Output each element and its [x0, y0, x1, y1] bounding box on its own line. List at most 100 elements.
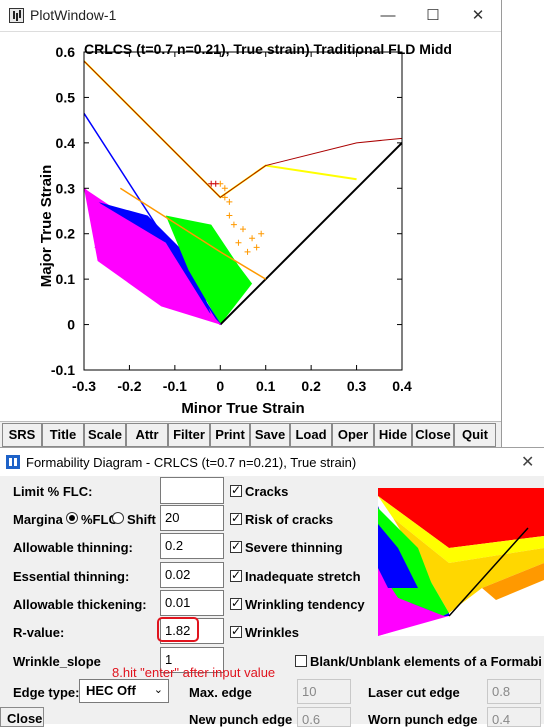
x-tick-label: 0 [216, 378, 224, 394]
plot-window: PlotWindow-1 — ☐ ✕ CRLCS (t=0.7 n=0.21),… [0, 0, 502, 448]
r-value-label: R-value: [13, 625, 65, 640]
green-zone [378, 508, 444, 616]
magenta-point [99, 239, 106, 246]
x-tick-label: -0.1 [163, 378, 187, 394]
wrinkle-slope-label: Wrinkle_slope [13, 654, 101, 669]
x-tick-label: -0.2 [117, 378, 141, 394]
orange-point [240, 226, 246, 233]
series-line-5 [84, 60, 402, 199]
max-edge-input[interactable]: 10 [297, 679, 351, 704]
toolbar-print-button[interactable]: Print [210, 423, 250, 447]
wrinkles-label: Wrinkles [245, 625, 299, 640]
toolbar-load-button[interactable]: Load [290, 423, 332, 447]
dialog-title: Formability Diagram - CRLCS (t=0.7 n=0.2… [26, 455, 357, 470]
toolbar-close-button[interactable]: Close [412, 423, 454, 447]
cracks-zone [378, 488, 544, 548]
orange-point [226, 212, 233, 219]
margin-input[interactable]: 20 [160, 505, 224, 531]
y-tick-label: 0.3 [56, 180, 76, 196]
wrinkling-tendency-checkbox[interactable] [230, 596, 242, 610]
cracks-checkbox[interactable] [230, 483, 242, 497]
limit-flc-input[interactable] [160, 477, 224, 504]
plot-frame [83, 51, 403, 371]
worn-punch-edge-label: Worn punch edge [368, 712, 478, 727]
blank-unblank-checkbox[interactable] [295, 655, 307, 667]
severe-thinning-zone [393, 518, 544, 613]
plot-toolbar: SRS Title Scale Attr Filter Print Save Load Oper… [0, 421, 501, 448]
chart-title: CRLCS (t=0.7 n=0.21), True strain) Tradi… [84, 41, 452, 57]
severe-thinning-checkbox[interactable] [230, 539, 242, 553]
wrinkles-checkbox[interactable] [230, 624, 242, 638]
dialog-close-icon[interactable]: ✕ [521, 454, 535, 471]
axis-ticks: -0.3 -0.2 -0.1 0 0.1 0.2 0.3 0.4 0.6 0.5 0.4 0.3 0.2… [51, 44, 412, 394]
limit-flc-label: Limit % FLC: [13, 484, 93, 499]
toolbar-attr-button[interactable]: Attr [126, 423, 168, 447]
plot-window-titlebar[interactable]: PlotWindow-1 — ☐ ✕ [0, 0, 501, 31]
new-punch-edge-input[interactable]: 0.6 [297, 707, 351, 727]
red-point [212, 180, 219, 187]
toolbar-title-button[interactable]: Title [42, 423, 84, 447]
inadequate-stretch-checkbox[interactable] [230, 568, 242, 582]
toolbar-save-button[interactable]: Save [250, 423, 290, 447]
shift-radio[interactable] [112, 512, 124, 524]
orange-point [230, 221, 237, 228]
flc-percent-radio-label: %FLC [81, 512, 118, 527]
laser-cut-edge-input[interactable]: 0.8 [487, 679, 541, 704]
app-icon [9, 8, 24, 23]
risk-band-zone [482, 563, 544, 600]
y-tick-label: 0.6 [56, 44, 76, 60]
series-line-1 [84, 112, 221, 325]
toolbar-oper-button[interactable]: Oper [332, 423, 374, 447]
dialog-close-button[interactable]: Close [0, 707, 44, 727]
dialog-titlebar[interactable]: Formability Diagram - CRLCS (t=0.7 n=0.2… [0, 448, 544, 476]
magenta-point [94, 244, 101, 251]
magenta-zone [378, 568, 444, 636]
x-tick-label: 0.3 [347, 378, 367, 394]
series-line-3 [119, 187, 267, 280]
x-tick-label: 0.2 [301, 378, 321, 394]
wrinkling-tendency-label: Wrinkling tendency [245, 597, 365, 612]
y-tick-label: -0.1 [51, 362, 75, 378]
laser-cut-edge-label: Laser cut edge [368, 685, 460, 700]
flc-percent-radio[interactable] [66, 512, 78, 524]
allowable-thickening-input[interactable]: 0.01 [160, 590, 224, 616]
minimize-button[interactable]: — [380, 7, 396, 24]
max-edge-label: Max. edge [189, 685, 252, 700]
series-line-0 [219, 142, 402, 326]
preview-flc-line [448, 527, 529, 617]
toolbar-hide-button[interactable]: Hide [374, 423, 412, 447]
plot-window-title: PlotWindow-1 [30, 7, 117, 23]
wrinkle-slope-input[interactable]: 1 [160, 647, 224, 673]
y-tick-label: 0.4 [56, 135, 76, 151]
fld-curves [84, 60, 402, 326]
close-window-button[interactable]: ✕ [471, 7, 485, 24]
essential-thinning-input[interactable]: 0.02 [160, 562, 224, 588]
y-tick-label: 0 [67, 317, 75, 333]
allowable-thinning-label: Allowable thinning: [13, 540, 133, 555]
formability-zone-preview [378, 488, 544, 636]
y-tick-label: 0.5 [56, 89, 76, 105]
orange-point [249, 235, 256, 242]
orange-point [221, 185, 228, 192]
series-line-2 [84, 187, 221, 326]
y-tick-label: 0.1 [56, 271, 76, 287]
severe-thinning-label: Severe thinning [245, 540, 343, 555]
r-value-highlight [157, 617, 199, 642]
toolbar-filter-button[interactable]: Filter [168, 423, 210, 447]
risk-of-cracks-checkbox[interactable] [230, 511, 242, 525]
maximize-button[interactable]: ☐ [426, 7, 440, 24]
toolbar-srs-button[interactable]: SRS [2, 423, 42, 447]
worn-punch-edge-input[interactable]: 0.4 [487, 707, 541, 727]
essential-thinning-label: Essential thinning: [13, 569, 130, 584]
allowable-thinning-input[interactable]: 0.2 [160, 533, 224, 559]
toolbar-scale-button[interactable]: Scale [84, 423, 126, 447]
new-punch-edge-label: New punch edge [189, 712, 293, 727]
magenta-point-cloud-2 [102, 220, 134, 257]
risk-of-cracks-label: Risk of cracks [245, 512, 334, 527]
y-tick-label: 0.2 [56, 226, 76, 242]
x-tick-label: -0.3 [72, 378, 96, 394]
allowable-thickening-label: Allowable thickening: [13, 597, 147, 612]
toolbar-quit-button[interactable]: Quit [454, 423, 496, 447]
r-value-input[interactable]: 1.82 [160, 618, 224, 644]
edge-type-select[interactable]: HEC Off ⌄ [79, 679, 169, 703]
